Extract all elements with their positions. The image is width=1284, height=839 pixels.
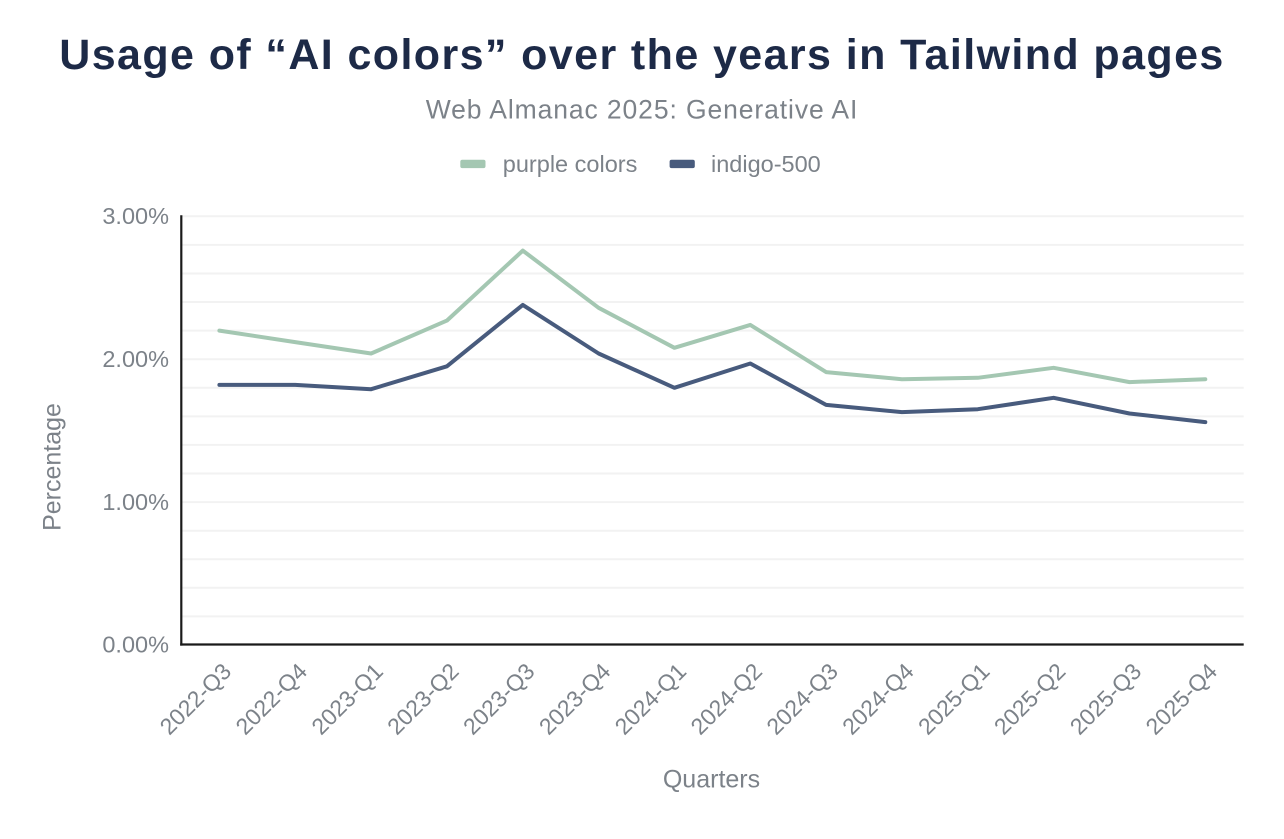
svg-text:Percentage: Percentage xyxy=(39,403,67,531)
svg-text:Quarters: Quarters xyxy=(663,766,760,794)
svg-text:Web Almanac 2025: Generative A: Web Almanac 2025: Generative AI xyxy=(426,94,859,124)
svg-text:purple colors: purple colors xyxy=(503,151,638,177)
svg-text:0.00%: 0.00% xyxy=(102,632,169,658)
svg-text:indigo-500: indigo-500 xyxy=(711,151,821,177)
svg-text:3.00%: 3.00% xyxy=(102,203,169,229)
svg-text:2.00%: 2.00% xyxy=(102,346,169,372)
svg-text:1.00%: 1.00% xyxy=(102,489,169,515)
svg-text:Usage of “AI colors” over the: Usage of “AI colors” over the years in T… xyxy=(59,31,1224,79)
